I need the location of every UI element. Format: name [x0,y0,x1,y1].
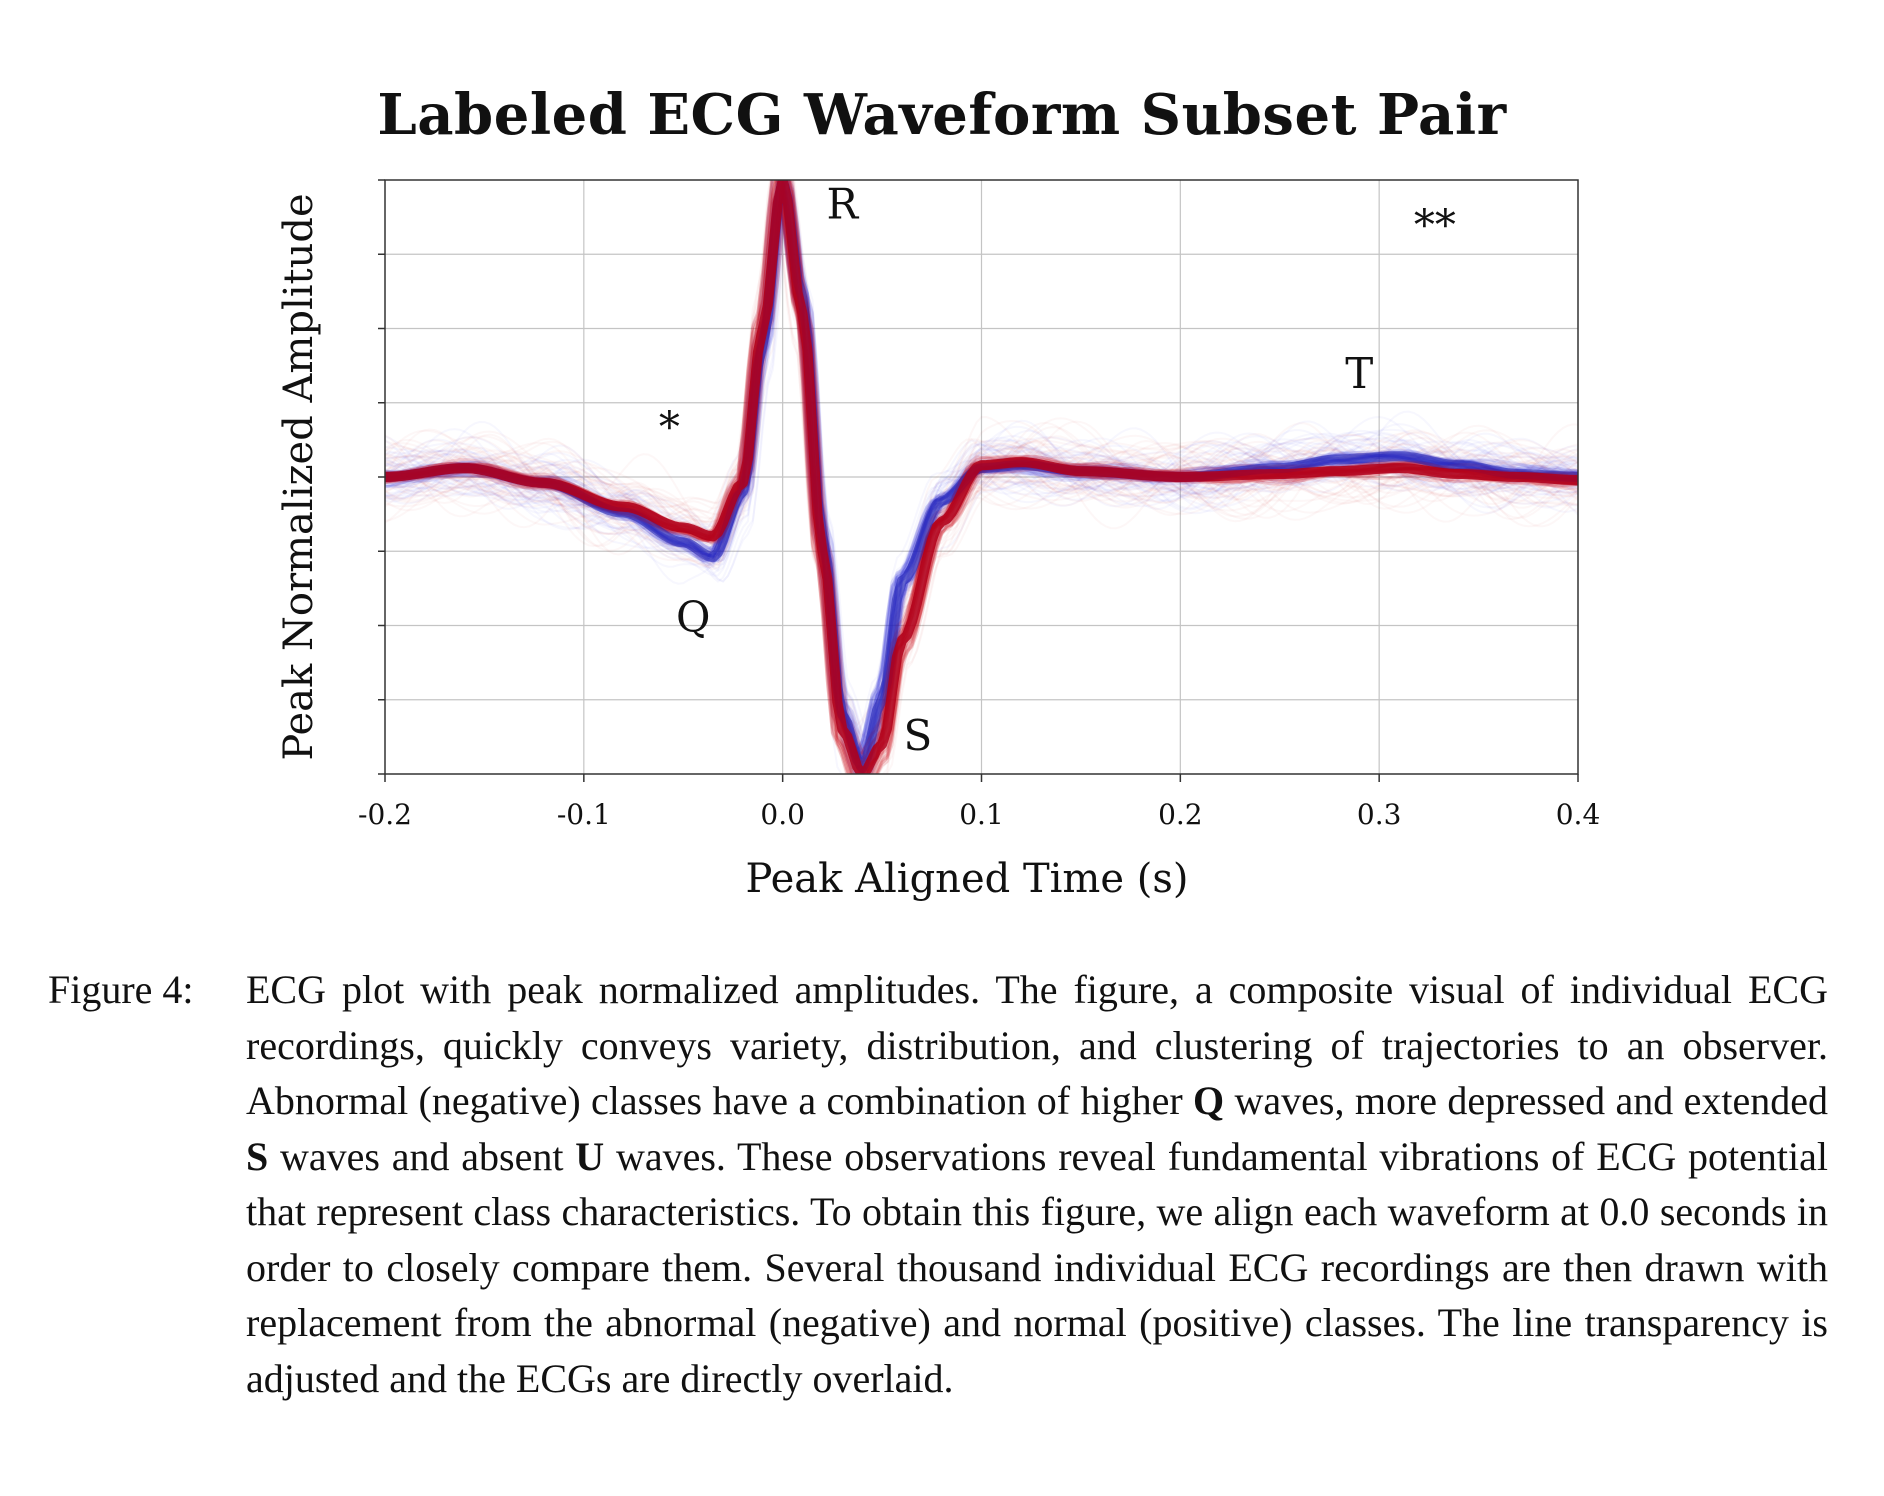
caption-body: ECG plot with peak normalized amplitudes… [246,962,1828,1406]
caption-bold-s: S [246,1133,269,1179]
caption-text: waves and absent [268,1133,576,1179]
x-tick-label: 0.4 [1556,798,1601,831]
figure-caption: Figure 4: ECG plot with peak normalized … [48,962,1828,1406]
caption-bold-u: U [575,1133,605,1179]
x-tick-label: 0.1 [959,798,1004,831]
wave-annotation: T [1345,349,1373,398]
wave-annotation: ** [1414,200,1456,249]
y-axis-label: Peak Normalized Amplitude [276,193,322,760]
wave-annotation: Q [676,592,710,641]
waveform-traces [385,180,1578,774]
caption-text: waves. These observations reveal fundame… [246,1133,1829,1401]
x-tick-label: -0.1 [557,798,611,831]
caption-label: Figure 4: [48,967,194,1012]
wave-annotation: S [903,711,932,760]
x-tick-label: 0.2 [1158,798,1203,831]
x-tick-labels: -0.2 -0.1 0.0 0.1 0.2 0.3 0.4 [358,798,1600,831]
waveform-core-line [385,180,1578,774]
x-axis-label: Peak Aligned Time (s) [746,856,1189,902]
caption-text: waves, more depressed and extended [1224,1078,1828,1123]
caption-bold-q: Q [1193,1078,1225,1123]
wave-annotation: R [827,180,860,229]
grid [385,180,1578,774]
axis-ticks [378,179,1579,782]
wave-annotation: * [659,402,680,451]
x-tick-label: -0.2 [358,798,412,831]
x-tick-label: 0.0 [760,798,805,831]
caption-text: ECG plot with peak normalized amplitudes… [246,967,1828,1123]
x-tick-label: 0.3 [1357,798,1402,831]
chart-title: Labeled ECG Waveform Subset Pair [377,82,1507,148]
